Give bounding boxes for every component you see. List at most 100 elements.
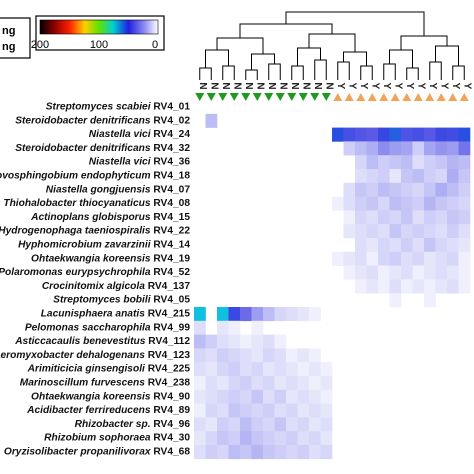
heatmap-cell bbox=[389, 182, 402, 197]
heatmap-cell bbox=[389, 169, 402, 184]
heatmap-cell bbox=[412, 265, 425, 280]
heatmap-cell bbox=[412, 169, 425, 184]
heatmap-cell bbox=[447, 210, 459, 225]
heatmap-cell bbox=[217, 445, 229, 460]
heatmap-cell bbox=[263, 348, 275, 363]
heatmap-cell bbox=[435, 127, 448, 142]
heatmap-cell bbox=[251, 334, 264, 349]
heatmap-cell bbox=[240, 376, 252, 391]
row-label: Arimiticicia ginsengisoli RV4_225 bbox=[27, 364, 191, 375]
row-label: Lacunisphaera anatis RV4_215 bbox=[41, 309, 191, 320]
dendrogram-link bbox=[199, 67, 212, 80]
heatmap-cell bbox=[378, 238, 390, 253]
heatmap-cell bbox=[286, 389, 298, 404]
heatmap-cell bbox=[412, 182, 425, 197]
column-group-label: Y bbox=[450, 83, 461, 90]
heatmap-cell bbox=[309, 431, 321, 446]
heatmap-cell bbox=[228, 334, 241, 349]
heatmap-cell bbox=[274, 334, 287, 349]
dendrogram-link bbox=[268, 63, 281, 80]
heatmap-cell bbox=[194, 334, 206, 349]
heatmap-cell bbox=[378, 210, 390, 225]
colorbar-tick-100: 100 bbox=[90, 39, 108, 51]
legend-fragment: ng ng bbox=[0, 17, 31, 59]
heatmap-cell bbox=[194, 307, 206, 322]
column-group-label: N bbox=[312, 82, 323, 89]
heatmap-cell bbox=[412, 251, 425, 266]
group-n-marker bbox=[206, 93, 216, 101]
heatmap-cell bbox=[447, 196, 459, 211]
heatmap-cell bbox=[228, 376, 241, 391]
heatmap-cell bbox=[240, 307, 252, 322]
heatmap-cell bbox=[274, 362, 287, 377]
heatmap-cell bbox=[435, 141, 448, 156]
heatmap-cell bbox=[389, 251, 402, 266]
heatmap-cell bbox=[240, 389, 252, 404]
heatmap-cell bbox=[297, 376, 310, 391]
legend-cut-label-1: ng bbox=[2, 25, 15, 37]
heatmap-cell bbox=[378, 196, 390, 211]
group-y-marker bbox=[402, 93, 412, 101]
dendrogram-link bbox=[205, 49, 229, 68]
heatmap-cell bbox=[240, 445, 252, 460]
group-y-marker bbox=[344, 93, 354, 101]
heatmap-cell bbox=[458, 169, 471, 184]
heatmap-cell bbox=[297, 445, 310, 460]
column-group-label: Y bbox=[358, 83, 369, 90]
heatmap-cell bbox=[435, 169, 448, 184]
dendrogram-link bbox=[429, 61, 442, 80]
heatmap-cell bbox=[286, 307, 298, 322]
group-n-marker bbox=[310, 93, 320, 101]
row-label: Streptomyces bobili RV4_05 bbox=[53, 295, 190, 306]
dendrogram-link bbox=[337, 61, 350, 80]
heatmap-cell bbox=[217, 348, 229, 363]
heatmap-cell bbox=[332, 251, 344, 266]
heatmap-cell bbox=[263, 376, 275, 391]
heatmap-cell bbox=[447, 127, 459, 142]
heatmap-cell bbox=[424, 238, 436, 253]
heatmap-cell bbox=[274, 431, 287, 446]
heatmap-cell bbox=[286, 362, 298, 377]
heatmap-cell bbox=[194, 403, 206, 418]
heatmap-cell bbox=[274, 376, 287, 391]
heatmap-cell bbox=[412, 196, 425, 211]
heatmap-cell bbox=[228, 403, 241, 418]
heatmap-cell bbox=[263, 431, 275, 446]
heatmap-cell bbox=[274, 389, 287, 404]
heatmap-cell bbox=[378, 155, 390, 170]
heatmap-cell bbox=[217, 320, 229, 335]
heatmap-cell bbox=[447, 182, 459, 197]
column-group-label: N bbox=[277, 82, 288, 89]
heatmap-cell bbox=[309, 445, 321, 460]
heatmap-cell bbox=[458, 155, 471, 170]
heatmap-cell bbox=[366, 265, 379, 280]
heatmap-cell bbox=[355, 279, 367, 294]
heatmap-cell bbox=[251, 320, 264, 335]
dendrogram-link bbox=[389, 49, 413, 68]
heatmap-cell bbox=[447, 251, 459, 266]
heatmap-cell bbox=[401, 155, 413, 170]
heatmap-cell bbox=[458, 196, 471, 211]
heatmap-cell bbox=[435, 224, 448, 239]
column-group-label: N bbox=[231, 82, 242, 89]
row-label: Anaeromyxobacter dehalogenans RV4_123 bbox=[0, 350, 190, 361]
heatmap-cell bbox=[194, 320, 206, 335]
heatmap-cell bbox=[205, 403, 218, 418]
heatmap-cell bbox=[240, 348, 252, 363]
colorbar-tick-200: 200 bbox=[31, 39, 49, 51]
heatmap-cell bbox=[424, 169, 436, 184]
heatmap-cell bbox=[309, 417, 321, 432]
heatmap-cell bbox=[424, 251, 436, 266]
column-group-label: N bbox=[300, 82, 311, 89]
heatmap-cell bbox=[251, 445, 264, 460]
heatmap-cell bbox=[366, 169, 379, 184]
heatmap-cell bbox=[412, 224, 425, 239]
heatmap-cell bbox=[424, 196, 436, 211]
heatmap-cell bbox=[447, 141, 459, 156]
heatmap-cell bbox=[389, 141, 402, 156]
heatmap-cell bbox=[458, 224, 471, 239]
dendrogram-link bbox=[308, 33, 356, 52]
heatmap-cell bbox=[343, 127, 356, 142]
heatmap-cell bbox=[435, 279, 448, 294]
